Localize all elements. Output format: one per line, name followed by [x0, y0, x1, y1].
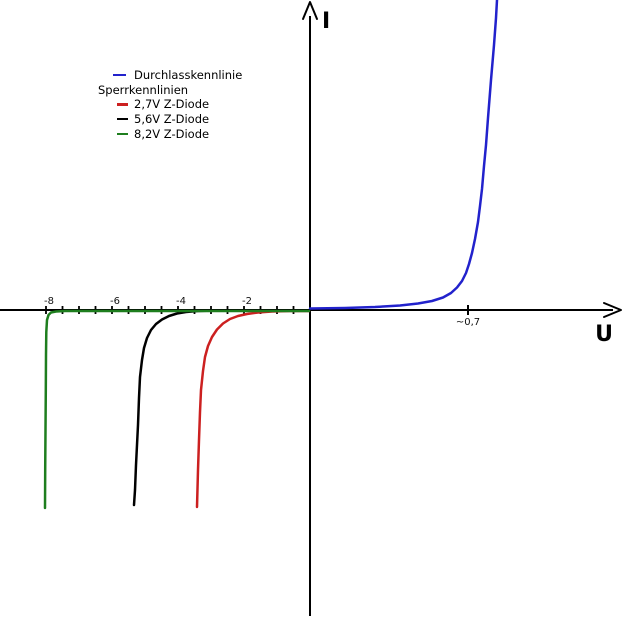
legend-item-2v7-z-diode: 2,7V Z-Diode: [98, 97, 242, 112]
legend-line-swatch-black: [117, 117, 128, 121]
legend-line-swatch-blue: [113, 74, 126, 77]
x-tick-label: -6: [110, 296, 120, 307]
y-axis-arrow-icon: [302, 1, 318, 20]
curve-durchlasskennlinie: [308, 0, 499, 310]
y-axis-label: I: [322, 9, 330, 34]
x-tick-label-forward-voltage: ~0,7: [456, 317, 480, 328]
legend-item-8v2-z-diode: 8,2V Z-Diode: [98, 126, 242, 141]
x-axis-arrow-icon: [603, 302, 622, 318]
x-tick-label: -2: [242, 296, 252, 307]
x-axis-label: U: [595, 322, 613, 347]
legend-group-label: Sperrkennlinien: [98, 82, 189, 97]
legend-line-swatch-green: [117, 132, 128, 135]
curve-2-7v-z-diode: [195, 309, 311, 509]
chart-legend: Durchlasskennlinie Sperrkennlinien 2,7V …: [98, 68, 242, 141]
legend-label: Durchlasskennlinie: [134, 68, 243, 83]
x-tick-label: -4: [176, 296, 186, 307]
legend-label: 8,2V Z-Diode: [134, 126, 210, 141]
curve-5-6v-z-diode: [132, 309, 311, 507]
legend-line-swatch-red: [117, 103, 128, 106]
legend-label: 5,6V Z-Diode: [134, 112, 210, 127]
legend-item-5v6-z-diode: 5,6V Z-Diode: [98, 112, 242, 127]
legend-item-durchlasskennlinie: Durchlasskennlinie: [98, 68, 242, 83]
legend-group-sperrkennlinien: Sperrkennlinien: [98, 83, 242, 98]
legend-label: 2,7V Z-Diode: [134, 97, 210, 112]
curve-8-2v-z-diode: [43, 309, 311, 510]
x-tick-label: -8: [44, 296, 54, 307]
